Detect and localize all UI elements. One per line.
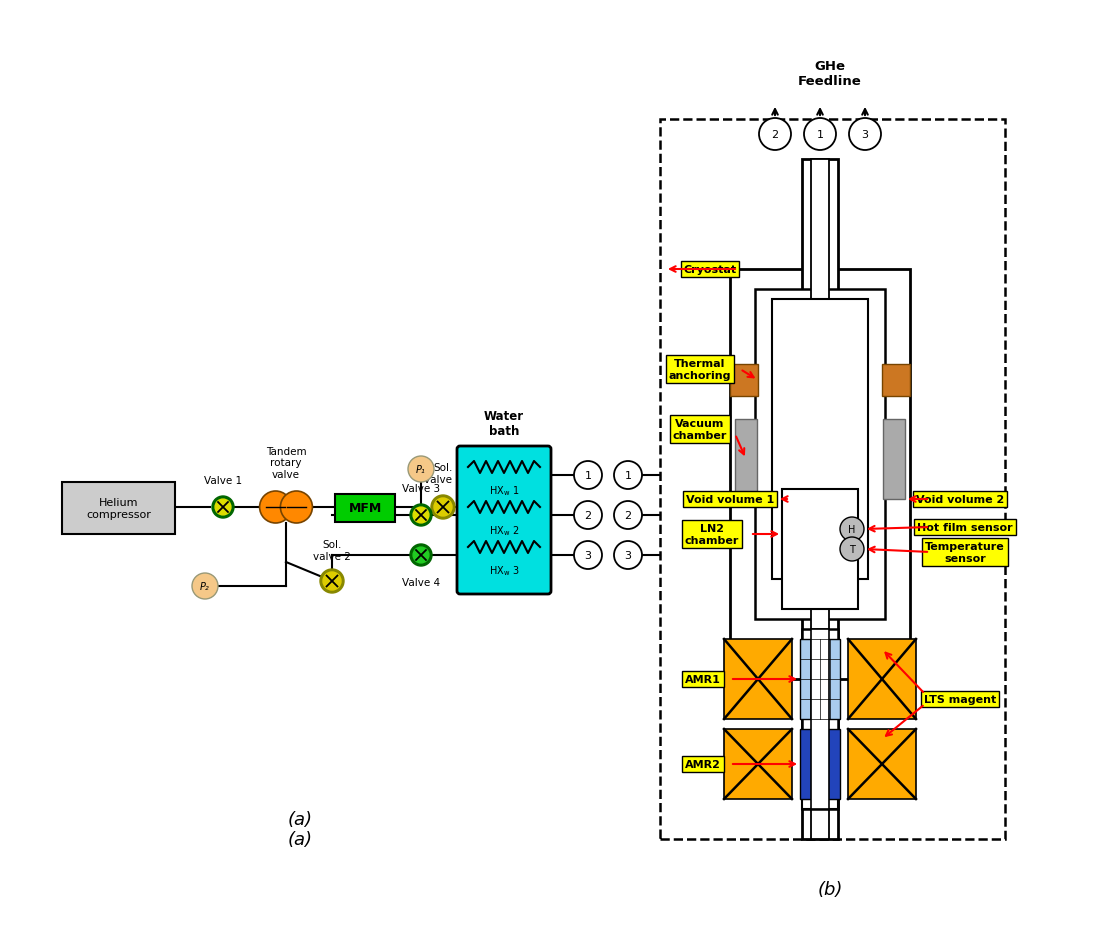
Text: 2: 2 <box>772 130 779 140</box>
Circle shape <box>434 499 452 516</box>
Bar <box>754 289 885 619</box>
Circle shape <box>410 544 433 566</box>
Circle shape <box>574 502 602 529</box>
Circle shape <box>320 569 344 593</box>
Bar <box>802 159 838 839</box>
Text: AMR1: AMR1 <box>685 674 721 684</box>
Bar <box>724 640 792 719</box>
Text: Water
bath: Water bath <box>484 410 525 438</box>
Bar <box>883 420 904 500</box>
Circle shape <box>614 502 642 529</box>
Text: Helium
compressor: Helium compressor <box>87 498 151 519</box>
Circle shape <box>212 497 234 518</box>
Text: 1: 1 <box>585 471 591 480</box>
Bar <box>802 629 838 809</box>
Bar <box>62 482 175 535</box>
Text: (a): (a) <box>288 810 312 828</box>
Text: Valve 3: Valve 3 <box>402 484 440 493</box>
Text: Valve 1: Valve 1 <box>204 476 242 486</box>
Bar <box>811 629 829 809</box>
Text: Thermal
anchoring: Thermal anchoring <box>669 359 731 380</box>
Bar <box>724 730 792 799</box>
Bar <box>782 489 858 609</box>
Bar <box>802 799 838 809</box>
Circle shape <box>840 538 864 562</box>
Circle shape <box>804 119 835 151</box>
Text: 3: 3 <box>624 551 632 561</box>
Text: 3: 3 <box>585 551 591 561</box>
Text: Void volume 2: Void volume 2 <box>915 494 1004 504</box>
Text: (a): (a) <box>288 830 312 848</box>
Circle shape <box>840 517 864 541</box>
Circle shape <box>614 541 642 569</box>
Circle shape <box>431 495 456 519</box>
Text: T: T <box>849 544 855 554</box>
Bar <box>730 364 758 397</box>
Bar <box>881 364 910 397</box>
Circle shape <box>614 462 642 489</box>
Bar <box>730 270 910 679</box>
Text: Sol.
valve 2: Sol. valve 2 <box>313 540 350 562</box>
Circle shape <box>849 119 881 151</box>
Text: 2: 2 <box>585 511 591 520</box>
FancyBboxPatch shape <box>457 447 551 594</box>
Text: $\mathrm{HX_w}$ 3: $\mathrm{HX_w}$ 3 <box>488 564 519 578</box>
Bar <box>772 299 868 579</box>
Text: Hot film sensor: Hot film sensor <box>918 523 1013 532</box>
Text: $\mathrm{HX_w}$ 1: $\mathrm{HX_w}$ 1 <box>488 484 519 497</box>
Text: H: H <box>849 525 855 535</box>
Circle shape <box>323 572 341 590</box>
Circle shape <box>408 456 434 482</box>
Circle shape <box>260 491 291 524</box>
Text: Valve 4: Valve 4 <box>402 578 440 588</box>
Text: 3: 3 <box>862 130 868 140</box>
Text: P₂: P₂ <box>200 581 210 591</box>
Circle shape <box>410 504 433 527</box>
Circle shape <box>574 541 602 569</box>
Bar <box>848 730 917 799</box>
Text: (b): (b) <box>817 880 843 898</box>
Text: 2: 2 <box>624 511 632 520</box>
Circle shape <box>574 462 602 489</box>
Text: Cryostat: Cryostat <box>683 265 737 274</box>
Text: P₁: P₁ <box>416 464 426 475</box>
Circle shape <box>280 491 312 524</box>
Text: 1: 1 <box>817 130 823 140</box>
Bar <box>800 640 840 719</box>
Text: Tandem
rotary
valve: Tandem rotary valve <box>266 446 307 479</box>
Bar <box>848 640 917 719</box>
Text: AMR2: AMR2 <box>685 759 721 769</box>
Circle shape <box>759 119 791 151</box>
Bar <box>735 420 757 500</box>
Text: 1: 1 <box>624 471 632 480</box>
Text: LN2
chamber: LN2 chamber <box>684 524 739 545</box>
Bar <box>811 159 829 839</box>
Circle shape <box>413 508 429 524</box>
Text: Sol.
valve 1: Sol. valve 1 <box>424 463 462 485</box>
Text: MFM: MFM <box>348 502 382 514</box>
Circle shape <box>215 500 231 515</box>
Circle shape <box>413 548 429 564</box>
Bar <box>800 730 840 799</box>
Circle shape <box>192 574 218 600</box>
Bar <box>335 494 395 523</box>
Text: Temperature
sensor: Temperature sensor <box>925 541 1005 564</box>
Text: LTS magent: LTS magent <box>924 694 996 705</box>
Text: Void volume 1: Void volume 1 <box>685 494 774 504</box>
Text: GHe
Feedline: GHe Feedline <box>798 60 862 88</box>
Text: Vacuum
chamber: Vacuum chamber <box>672 419 727 440</box>
Bar <box>660 120 1005 839</box>
Text: $\mathrm{HX_w}$ 2: $\mathrm{HX_w}$ 2 <box>488 524 519 538</box>
